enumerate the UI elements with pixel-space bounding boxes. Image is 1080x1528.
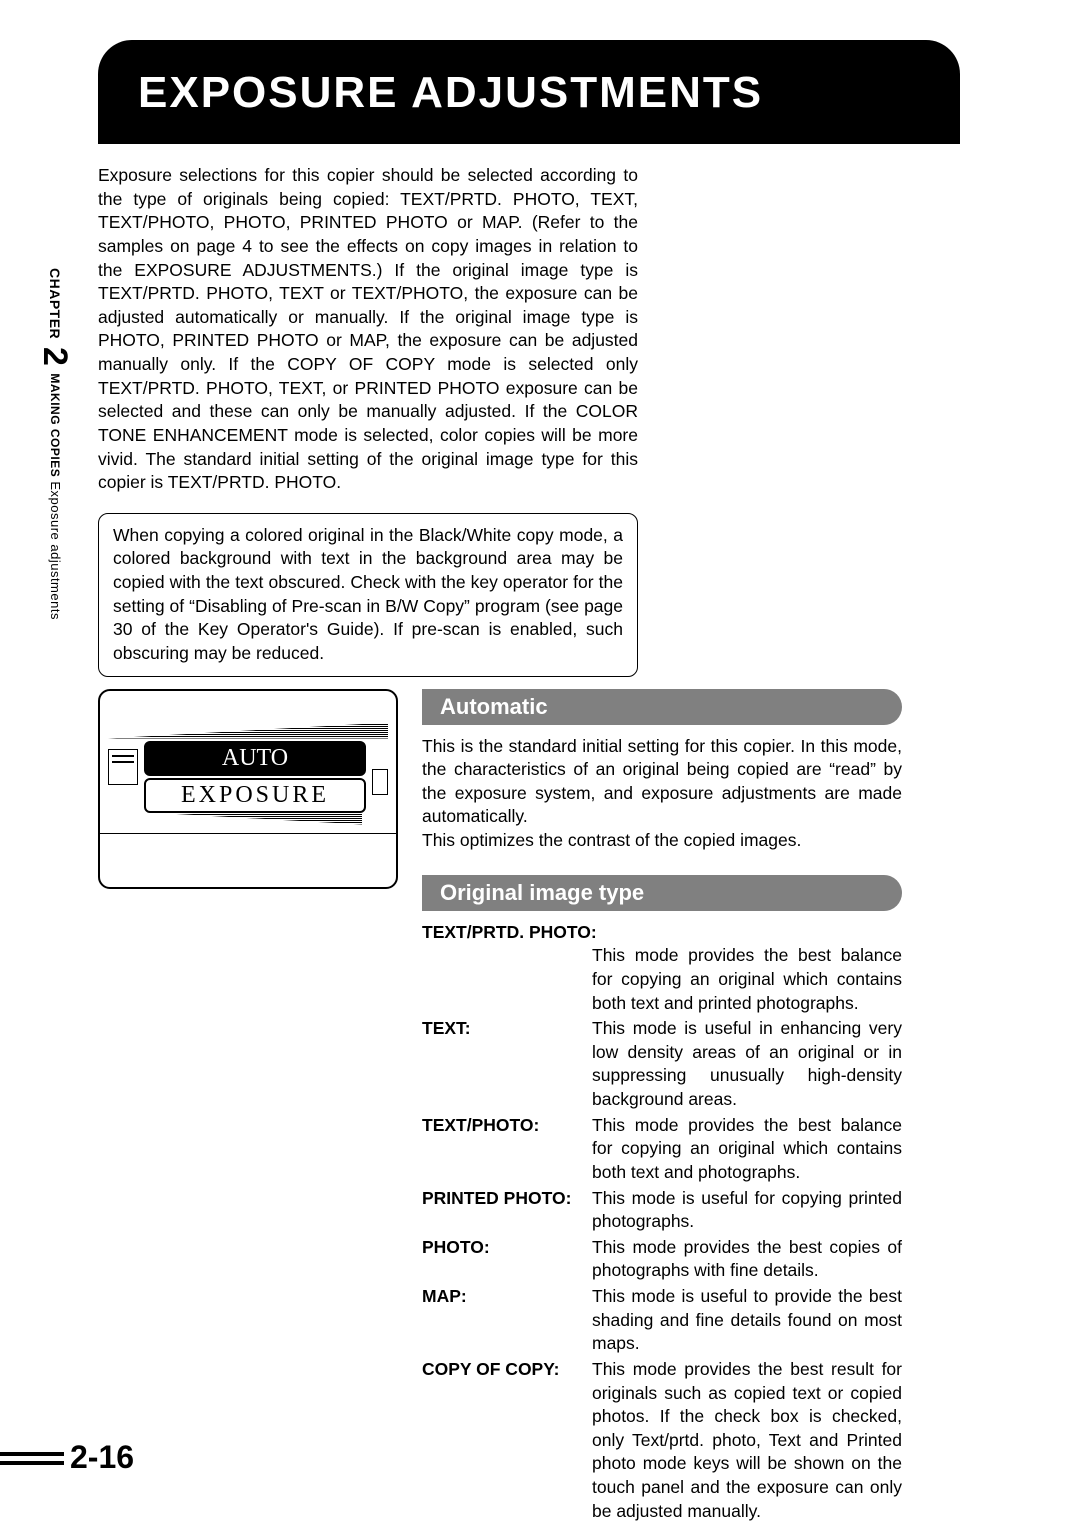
mode-desc: This mode is useful to provide the best … — [592, 1285, 902, 1356]
mode-row: TEXT/PHOTO:This mode provides the best b… — [422, 1114, 902, 1185]
hatch-decoration — [108, 723, 388, 739]
display-panel-illustration: AUTO EXPOSURE — [98, 689, 398, 889]
mode-label: TEXT: — [422, 1017, 592, 1112]
mode-label: PHOTO: — [422, 1236, 592, 1283]
first-mode-row: This mode provides the best balance for … — [422, 944, 902, 1015]
mode-desc: This mode provides the best balance for … — [592, 1114, 902, 1185]
original-heading: Original image type — [422, 875, 902, 911]
mode-label: COPY OF COPY: — [422, 1358, 592, 1523]
mode-row: PRINTED PHOTO:This mode is useful for co… — [422, 1187, 902, 1234]
side-section: MAKING COPIES — [48, 373, 62, 477]
mode-desc: This mode provides the best copies of ph… — [592, 1236, 902, 1283]
left-column: AUTO EXPOSURE — [98, 689, 398, 1526]
page-number-rule — [0, 1461, 64, 1465]
mode-label: PRINTED PHOTO: — [422, 1187, 592, 1234]
mode-desc: This mode is useful in enhancing very lo… — [592, 1017, 902, 1112]
mode-row: PHOTO:This mode provides the best copies… — [422, 1236, 902, 1283]
page-number: 2-16 — [70, 1439, 134, 1476]
mode-desc: This mode is useful for copying printed … — [592, 1187, 902, 1234]
automatic-body: This is the standard initial setting for… — [422, 735, 902, 853]
side-square — [372, 769, 388, 795]
automatic-heading: Automatic — [422, 689, 902, 725]
page-number-rule — [0, 1452, 64, 1456]
first-mode-label: TEXT/PRTD. PHOTO: — [422, 921, 902, 945]
auto-button: AUTO — [144, 741, 366, 776]
exposure-button: EXPOSURE — [144, 778, 366, 813]
mode-label: MAP: — [422, 1285, 592, 1356]
mode-label: TEXT/PHOTO: — [422, 1114, 592, 1185]
mode-row: TEXT:This mode is useful in enhancing ve… — [422, 1017, 902, 1112]
panel-buttons: AUTO EXPOSURE — [144, 741, 366, 813]
modes-list: TEXT/PRTD. PHOTO: This mode provides the… — [422, 921, 902, 1524]
content-columns: AUTO EXPOSURE Automatic This is the stan… — [98, 689, 960, 1526]
side-chapter: CHAPTER — [47, 268, 63, 339]
side-chapter-num: 2 — [36, 347, 74, 366]
hatch-decoration-bottom — [150, 813, 362, 825]
manual-page: CHAPTER 2 MAKING COPIES Exposure adjustm… — [0, 0, 1080, 1528]
note-box: When copying a colored original in the B… — [98, 513, 638, 677]
display-inner: AUTO EXPOSURE — [108, 741, 388, 813]
first-mode-desc: This mode provides the best balance for … — [592, 944, 902, 1015]
right-column: Automatic This is the standard initial s… — [422, 689, 902, 1526]
side-tab: CHAPTER 2 MAKING COPIES Exposure adjustm… — [34, 268, 75, 620]
side-topic: Exposure adjustments — [48, 477, 63, 620]
page-title: EXPOSURE ADJUSTMENTS — [98, 40, 960, 144]
mode-row: MAP:This mode is useful to provide the b… — [422, 1285, 902, 1356]
panel-divider — [100, 833, 396, 834]
mode-row: COPY OF COPY:This mode provides the best… — [422, 1358, 902, 1523]
mode-desc: This mode provides the best result for o… — [592, 1358, 902, 1523]
intro-paragraph: Exposure selections for this copier shou… — [98, 164, 638, 495]
document-icon — [108, 749, 138, 785]
